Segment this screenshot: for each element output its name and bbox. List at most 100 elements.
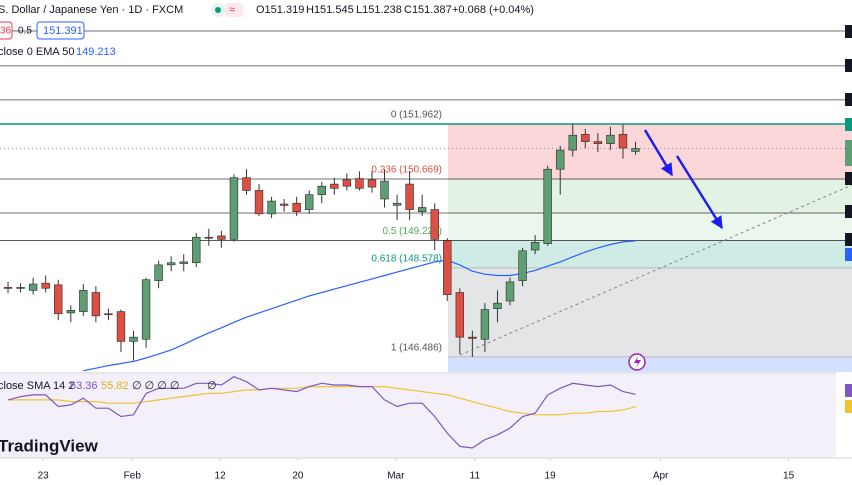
- candle-body: [279, 203, 289, 206]
- ohlc-low: L151.238: [356, 4, 402, 16]
- fib-zone: [448, 356, 852, 372]
- candle-body: [367, 179, 377, 188]
- ema-line: [83, 240, 636, 372]
- rsi-legend: close SMA 14 2: [0, 380, 74, 392]
- ohlc-close: C151.387: [404, 4, 452, 16]
- candle-body: [154, 264, 163, 281]
- candle-body: [417, 207, 427, 213]
- candle-body: [204, 236, 214, 239]
- x-tick-label: 12: [215, 471, 227, 482]
- candle-body: [556, 149, 565, 170]
- fib-zone: [448, 124, 852, 180]
- fib-zone: [448, 212, 852, 241]
- candle-body: [505, 281, 515, 302]
- candle-body: [91, 292, 101, 317]
- candle-body: [317, 185, 326, 196]
- symbol-title: S. Dollar / Japanese Yen · 1D · FXCM: [0, 4, 183, 16]
- candle-body: [493, 302, 502, 309]
- candle-body: [3, 287, 13, 289]
- candle-body: [593, 141, 603, 144]
- fib-level-label: 0.5 (149.224): [383, 226, 443, 237]
- candle-body: [342, 179, 352, 187]
- candle-body: [405, 183, 414, 210]
- candle-body: [129, 336, 138, 342]
- x-tick-label: Feb: [124, 471, 142, 482]
- candle-body: [568, 134, 577, 151]
- header-bg: [0, 2, 260, 18]
- sma-value: 55.82: [101, 380, 129, 392]
- fib-level-label: 1 (146.486): [391, 343, 442, 354]
- ema-value: 149.213: [76, 46, 116, 58]
- x-tick-label: 15: [783, 471, 795, 482]
- candle-body: [179, 261, 188, 264]
- candle-body: [54, 284, 63, 315]
- ohlc-open: O151.319: [256, 4, 304, 16]
- candle-body: [305, 194, 314, 210]
- candle-body: [79, 290, 88, 312]
- x-tick-label: Mar: [387, 471, 405, 482]
- fib-zone: [448, 240, 852, 268]
- candle-body: [631, 148, 640, 152]
- candle-body: [581, 134, 590, 142]
- x-tick-label: 11: [470, 471, 481, 482]
- x-tick-label: 20: [292, 471, 304, 482]
- candle-body: [292, 202, 301, 213]
- rsi-value: 63.36: [70, 380, 98, 392]
- alert-badge[interactable]: [225, 3, 243, 17]
- arrow: [675, 155, 724, 230]
- alert-icon: ≈: [229, 4, 235, 16]
- market-status-dot: [215, 7, 221, 13]
- fib-level-label: 0.618 (148.578): [371, 254, 442, 265]
- candle-body: [530, 242, 540, 251]
- candle-body: [443, 240, 452, 295]
- candle-body: [430, 209, 439, 240]
- fib-zone: [448, 267, 852, 357]
- sell-button[interactable]: [0, 21, 13, 40]
- logo: TradingView: [0, 436, 99, 455]
- fib-level-label: 0 (151.962): [391, 110, 442, 121]
- candle-body: [330, 183, 339, 189]
- candle-body: [392, 202, 402, 206]
- candle-body: [217, 235, 226, 240]
- candle-body: [166, 262, 176, 266]
- candle-body: [192, 236, 201, 264]
- x-tick-label: Apr: [653, 471, 669, 482]
- background-layer: 0 (151.962) 0.236 (150.669) 0.5 (149.224) 0…: [0, 30, 852, 372]
- candle-body: [267, 200, 276, 215]
- fib-zone: [448, 179, 852, 213]
- candle-body: [66, 310, 75, 314]
- ohlc-high: H151.545: [306, 4, 354, 16]
- candle-body: [480, 309, 490, 340]
- candle-body: [618, 134, 628, 149]
- candle-body: [104, 313, 113, 316]
- rsi-empty-values: ∅ ∅ ∅ ∅: [132, 380, 180, 392]
- candle-body: [606, 134, 615, 144]
- buy-price: 151.391: [43, 25, 83, 37]
- candle-body: [518, 250, 527, 281]
- trend-line: [459, 184, 852, 356]
- ohlc-change: +0.068 (+0.04%): [452, 4, 534, 16]
- sell-price: 36: [0, 26, 12, 37]
- candle-body: [455, 292, 465, 338]
- buy-button[interactable]: [36, 21, 85, 40]
- candle-body: [141, 279, 151, 340]
- rsi-empty-value: ∅: [207, 380, 217, 392]
- right-axis-markers: [845, 25, 852, 413]
- candle-body: [380, 180, 389, 200]
- candle-body: [355, 178, 364, 189]
- marks-layer: [3, 124, 640, 449]
- event-icon-bolt: [634, 356, 641, 368]
- ema-legend: close 0 EMA 50: [0, 46, 74, 58]
- candle-body: [254, 190, 264, 215]
- candle-body: [16, 287, 25, 289]
- candle-body: [543, 168, 552, 244]
- arrow: [643, 129, 674, 177]
- candle-body: [41, 282, 50, 289]
- candle-body: [468, 336, 477, 339]
- x-tick-label: 19: [545, 471, 557, 482]
- rsi-line: [7, 376, 636, 449]
- fib-level-label: 0.236 (150.669): [371, 165, 442, 176]
- candle-body: [116, 311, 126, 342]
- spread: 0.5: [18, 26, 32, 37]
